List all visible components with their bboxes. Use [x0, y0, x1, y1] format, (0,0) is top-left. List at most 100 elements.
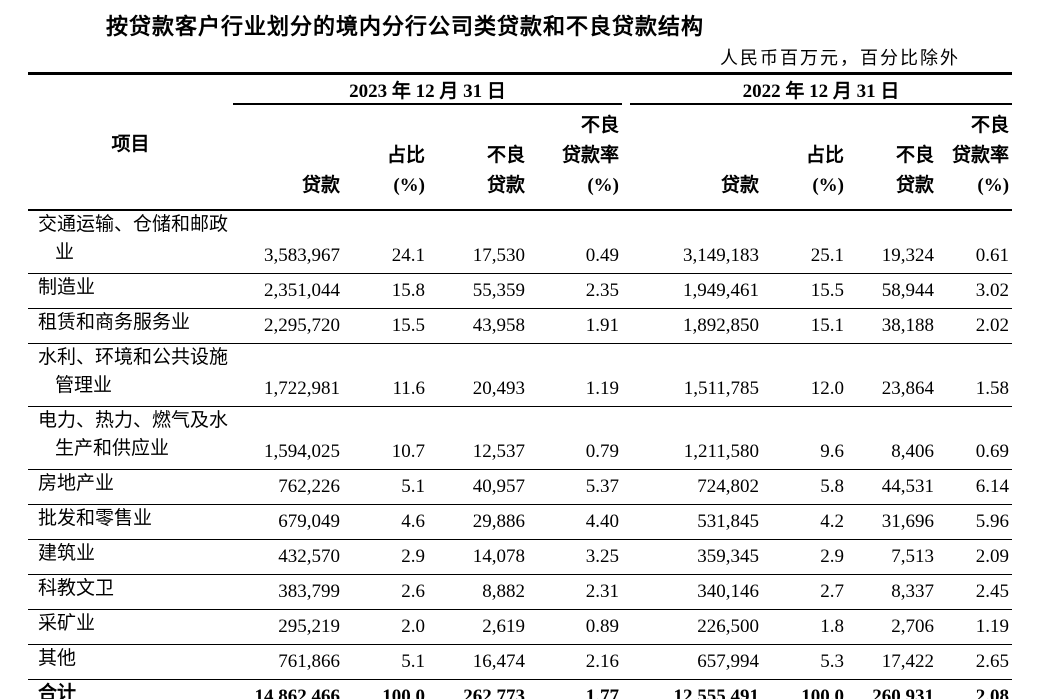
cell-2023-loan: 14,862,466 [233, 679, 343, 699]
item-column-header: 项目 [28, 73, 233, 211]
currency-unit-note: 人民币百万元，百分比除外 [720, 48, 960, 68]
cell-2022-npl: 19,324 [847, 210, 938, 274]
row-label-line1: 交通运输、仓储和邮政 [38, 214, 229, 235]
row-water-environment-public-facilities: 水利、环境和公共设施 管理业 1,722,981 11.6 20,493 1.1… [28, 343, 1013, 407]
cell-2023-share: 15.8 [343, 273, 428, 309]
cell-2023-npl-ratio: 1.19 [528, 343, 623, 407]
cell-2023-npl: 40,957 [428, 469, 528, 505]
cell-2023-loan: 3,583,967 [233, 210, 343, 274]
header-share-line1: 占比 [386, 145, 425, 166]
cell-2023-npl: 2,619 [428, 609, 528, 645]
column-spacer [622, 308, 631, 344]
cell-2023-npl: 17,530 [428, 210, 528, 274]
column-spacer [622, 343, 631, 407]
total-label: 合计 [28, 679, 233, 699]
cell-2023-share: 2.6 [343, 574, 428, 610]
row-label: 采矿业 [28, 609, 233, 645]
cell-2023-npl-ratio: 1.77 [528, 679, 623, 699]
cell-2022-npl: 7,513 [847, 539, 938, 575]
cell-2022-share: 100.0 [762, 679, 848, 699]
cell-2023-npl: 55,359 [428, 273, 528, 309]
row-label: 建筑业 [28, 539, 233, 575]
cell-2023-loan: 2,351,044 [233, 273, 343, 309]
row-real-estate: 房地产业 762,226 5.1 40,957 5.37 724,802 5.8… [28, 469, 1013, 505]
cell-2023-npl-ratio: 0.79 [528, 406, 623, 470]
row-label: 租赁和商务服务业 [28, 308, 233, 344]
header-ratio-line2: 贷款率 [952, 145, 1010, 166]
cell-2023-loan: 679,049 [233, 504, 343, 540]
row-label: 制造业 [28, 273, 233, 309]
header-npl-line1: 不良 [486, 145, 525, 166]
cell-2023-share: 15.5 [343, 308, 428, 344]
cell-2022-loan: 531,845 [630, 504, 763, 540]
header-caption-row: 贷款 占比 (%) 不良 贷款 不良 贷款率 (%) 贷款 占比 (%) 不良 [28, 104, 1013, 211]
cell-2022-share: 12.0 [762, 343, 848, 407]
row-wholesale-retail: 批发和零售业 679,049 4.6 29,886 4.40 531,845 4… [28, 504, 1013, 540]
cell-2023-npl-ratio: 5.37 [528, 469, 623, 505]
header-2023-share: 占比 (%) [343, 104, 428, 211]
cell-2023-share: 11.6 [343, 343, 428, 407]
header-2022-npl-ratio: 不良 贷款率 (%) [937, 104, 1013, 211]
cell-2022-npl: 8,337 [847, 574, 938, 610]
cell-2022-loan: 3,149,183 [630, 210, 763, 274]
row-label-line2: 生产和供应业 [55, 438, 170, 459]
row-label: 水利、环境和公共设施 管理业 [28, 343, 233, 407]
row-label: 房地产业 [28, 469, 233, 505]
cell-2022-npl-ratio: 2.02 [937, 308, 1013, 344]
header-period-row: 项目 2023 年 12 月 31 日 2022 年 12 月 31 日 [28, 73, 1013, 211]
header-2022-share: 占比 (%) [762, 104, 848, 211]
cell-2022-npl-ratio: 1.19 [937, 609, 1013, 645]
cell-2022-loan: 1,511,785 [630, 343, 763, 407]
cell-2023-npl-ratio: 2.16 [528, 644, 623, 680]
row-label-line2: 业 [55, 242, 75, 263]
cell-2023-share: 2.9 [343, 539, 428, 575]
cell-2022-loan: 724,802 [630, 469, 763, 505]
cell-2023-npl: 12,537 [428, 406, 528, 470]
cell-2022-share: 5.8 [762, 469, 848, 505]
cell-2023-npl: 29,886 [428, 504, 528, 540]
header-2023-loan: 贷款 [233, 104, 343, 211]
cell-2022-loan: 340,146 [630, 574, 763, 610]
cell-2023-loan: 432,570 [233, 539, 343, 575]
cell-2022-npl: 31,696 [847, 504, 938, 540]
cell-2022-share: 2.7 [762, 574, 848, 610]
row-label-line1: 电力、热力、燃气及水 [38, 410, 229, 431]
row-others: 其他 761,866 5.1 16,474 2.16 657,994 5.3 1… [28, 644, 1013, 680]
cell-2022-loan: 12,555,491 [630, 679, 763, 699]
row-label-line1: 水利、环境和公共设施 [38, 347, 229, 368]
cell-2023-share: 4.6 [343, 504, 428, 540]
cell-2022-npl: 44,531 [847, 469, 938, 505]
cell-2023-loan: 1,722,981 [233, 343, 343, 407]
row-power-heat-gas-water: 电力、热力、燃气及水 生产和供应业 1,594,025 10.7 12,537 … [28, 406, 1013, 470]
column-spacer [622, 574, 631, 610]
cell-2023-npl-ratio: 0.49 [528, 210, 623, 274]
cell-2022-npl-ratio: 2.09 [937, 539, 1013, 575]
cell-2023-share: 10.7 [343, 406, 428, 470]
cell-2023-npl-ratio: 2.31 [528, 574, 623, 610]
row-manufacturing: 制造业 2,351,044 15.8 55,359 2.35 1,949,461… [28, 273, 1013, 309]
row-label: 批发和零售业 [28, 504, 233, 540]
cell-2023-loan: 762,226 [233, 469, 343, 505]
header-npl-line2: 贷款 [486, 175, 525, 196]
cell-2022-share: 25.1 [762, 210, 848, 274]
cell-2022-npl-ratio: 2.45 [937, 574, 1013, 610]
row-science-education-culture-health: 科教文卫 383,799 2.6 8,882 2.31 340,146 2.7 … [28, 574, 1013, 610]
cell-2022-loan: 226,500 [630, 609, 763, 645]
row-mining: 采矿业 295,219 2.0 2,619 0.89 226,500 1.8 2… [28, 609, 1013, 645]
row-label: 科教文卫 [28, 574, 233, 610]
cell-2022-npl: 58,944 [847, 273, 938, 309]
row-leasing-business-services: 租赁和商务服务业 2,295,720 15.5 43,958 1.91 1,89… [28, 308, 1013, 344]
cell-2022-share: 2.9 [762, 539, 848, 575]
row-construction: 建筑业 432,570 2.9 14,078 3.25 359,345 2.9 … [28, 539, 1013, 575]
cell-2022-share: 4.2 [762, 504, 848, 540]
row-label: 交通运输、仓储和邮政 业 [28, 210, 233, 274]
cell-2023-npl: 8,882 [428, 574, 528, 610]
cell-2022-npl-ratio: 1.58 [937, 343, 1013, 407]
cell-2022-npl-ratio: 0.61 [937, 210, 1013, 274]
header-2022-loan: 贷款 [630, 104, 763, 211]
header-share-line2: (%) [393, 175, 425, 196]
cell-2022-loan: 1,949,461 [630, 273, 763, 309]
cell-2022-loan: 1,211,580 [630, 406, 763, 470]
header-2023-npl-ratio: 不良 贷款率 (%) [528, 104, 623, 211]
